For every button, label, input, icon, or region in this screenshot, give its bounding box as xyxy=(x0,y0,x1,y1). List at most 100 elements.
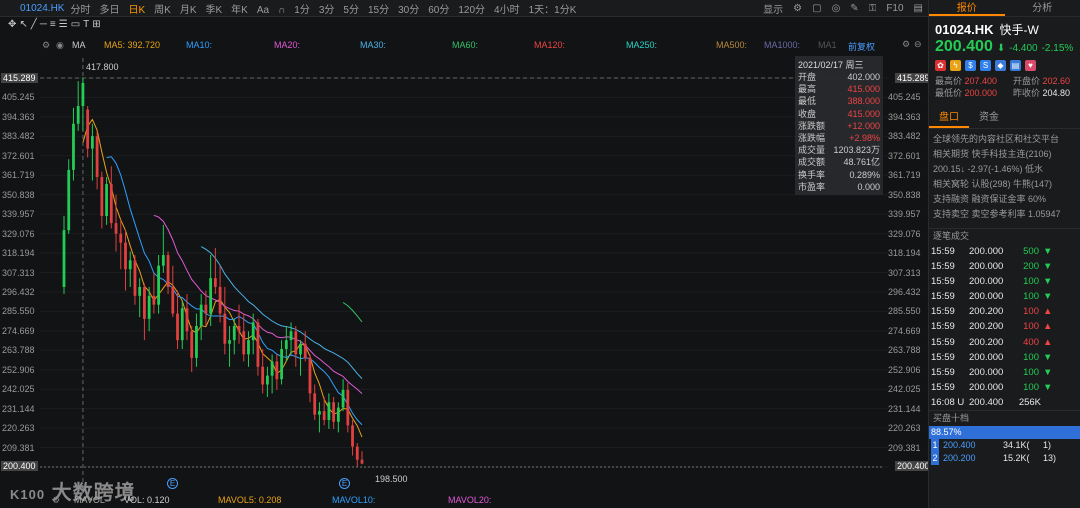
candle-body[interactable] xyxy=(232,325,236,341)
display-menu[interactable]: 显示 xyxy=(763,5,784,16)
tab-analysis[interactable]: 分析 xyxy=(1032,3,1053,14)
bid-row[interactable]: 1 200.400 34.1K(1) xyxy=(931,439,1080,453)
period-tab[interactable]: 多日 xyxy=(99,4,120,16)
candle-body[interactable] xyxy=(128,260,132,270)
candle-body[interactable] xyxy=(261,366,265,385)
bid-row[interactable]: 2 200.200 15.2K(13) xyxy=(931,452,1080,466)
gear-icon[interactable]: ⚙ xyxy=(902,39,911,49)
period-tab[interactable]: 周K xyxy=(154,4,171,16)
candle-body[interactable] xyxy=(157,265,161,305)
candle-body[interactable] xyxy=(336,407,340,422)
tag-icon[interactable]: ◆ xyxy=(995,60,1006,71)
dollar-icon[interactable]: $ xyxy=(965,60,976,71)
text-tool-icon[interactable]: T xyxy=(83,18,90,30)
candle-body[interactable] xyxy=(294,331,298,355)
candle-body[interactable] xyxy=(237,325,241,332)
tab-orderbook[interactable]: 盘口 xyxy=(929,105,969,128)
candle-body[interactable] xyxy=(161,255,165,266)
candle-body[interactable] xyxy=(86,109,90,149)
card-icon[interactable]: ▤ xyxy=(1010,60,1021,71)
hk-flag-icon[interactable]: ✿ xyxy=(935,60,946,71)
mavol-label[interactable]: MAVOL xyxy=(74,495,105,505)
candle-body[interactable] xyxy=(95,136,99,177)
candle-body[interactable] xyxy=(265,375,269,385)
period-tab[interactable]: 日K xyxy=(128,4,146,16)
candle-body[interactable] xyxy=(133,260,137,296)
candle-body[interactable] xyxy=(62,230,66,287)
related-warrants[interactable]: 相关窝轮 认股(298) 牛熊(147) xyxy=(933,179,1053,189)
candle-body[interactable] xyxy=(251,322,255,341)
crosshair-icon[interactable]: ✥ xyxy=(8,18,17,30)
candle-body[interactable] xyxy=(303,343,307,358)
candle-body[interactable] xyxy=(218,286,222,314)
channel-icon[interactable]: ≡ xyxy=(49,18,56,30)
tab-quote[interactable]: 报价 xyxy=(929,0,1005,16)
candle-body[interactable] xyxy=(242,331,246,355)
hk-connect-icon[interactable]: S xyxy=(980,60,991,71)
cursor-icon[interactable]: ↖ xyxy=(19,18,28,30)
candle-body[interactable] xyxy=(138,286,142,296)
candle-body[interactable] xyxy=(275,361,279,380)
fib-icon[interactable]: ☰ xyxy=(58,18,68,30)
f10-button[interactable]: F10 xyxy=(886,3,904,14)
symbol-label[interactable]: 01024.HK xyxy=(20,2,65,14)
period-tab[interactable]: 1天：1分K xyxy=(528,4,577,16)
period-tab[interactable]: 120分 xyxy=(458,4,486,16)
earnings-marker[interactable]: E xyxy=(167,478,178,489)
related-futures[interactable]: 相关期货 快手科技主连(2106) xyxy=(933,149,1052,159)
period-tab[interactable]: 1分 xyxy=(294,4,310,16)
candle-body[interactable] xyxy=(360,459,364,464)
candle-body[interactable] xyxy=(152,295,156,305)
candle-body[interactable] xyxy=(124,242,127,270)
candle-body[interactable] xyxy=(204,304,208,314)
candle-body[interactable] xyxy=(313,393,317,415)
candle-body[interactable] xyxy=(72,123,75,170)
shape-icon[interactable]: ▭ xyxy=(70,18,81,30)
candle-body[interactable] xyxy=(171,286,175,314)
settings-icon[interactable]: ⚙ xyxy=(42,40,51,50)
camera-icon[interactable]: ◎ xyxy=(831,3,841,14)
lock-icon[interactable]: ⚿ xyxy=(868,3,877,14)
candle-body[interactable] xyxy=(180,308,184,341)
candle-body[interactable] xyxy=(199,304,203,326)
candlestick-chart[interactable] xyxy=(0,0,928,508)
candle-body[interactable] xyxy=(346,389,350,426)
line-tool-icon[interactable]: ╱ xyxy=(30,18,37,30)
trades-list[interactable]: 15:59 200.000 500 ▼ 15:59 200.000 200 ▼ 15:59 200… xyxy=(929,244,1080,395)
period-tab[interactable]: Aa xyxy=(256,4,270,16)
period-tab[interactable]: 15分 xyxy=(367,4,390,16)
candle-body[interactable] xyxy=(119,233,123,243)
layout-icon[interactable]: ▤ xyxy=(913,3,923,14)
candle-body[interactable] xyxy=(185,308,189,332)
candle-body[interactable] xyxy=(190,331,194,358)
candle-body[interactable] xyxy=(351,425,354,447)
candle-body[interactable] xyxy=(195,325,198,358)
period-tab[interactable]: 4小时 xyxy=(494,4,520,16)
candle-body[interactable] xyxy=(143,286,146,319)
candle-body[interactable] xyxy=(100,176,104,217)
tab-capital[interactable]: 资金 xyxy=(979,112,999,123)
candle-body[interactable] xyxy=(318,411,321,415)
candle-body[interactable] xyxy=(209,278,213,314)
candle-body[interactable] xyxy=(308,357,312,394)
candle-body[interactable] xyxy=(81,82,85,107)
candle-body[interactable] xyxy=(223,313,227,344)
period-tab[interactable]: 3分 xyxy=(318,4,335,16)
period-tab[interactable]: ∩ xyxy=(278,4,286,16)
lightning-icon[interactable]: ϟ xyxy=(950,60,961,71)
candle-body[interactable] xyxy=(355,446,359,460)
candle-body[interactable] xyxy=(280,349,283,380)
gear-icon[interactable]: ⚙ xyxy=(793,3,803,14)
measure-icon[interactable]: ⊞ xyxy=(92,18,101,30)
period-tab[interactable]: 季K xyxy=(205,4,223,16)
heart-icon[interactable]: ♥ xyxy=(1025,60,1036,71)
candle-body[interactable] xyxy=(67,169,71,231)
candle-body[interactable] xyxy=(341,389,345,408)
period-tab[interactable]: 5分 xyxy=(343,4,359,16)
adjust-button[interactable]: 前复权 xyxy=(848,42,876,52)
futures-quote[interactable]: 200.15↓ -2.97(-1.46%) 低水 xyxy=(933,164,1044,174)
settings-icon[interactable]: ⚙ xyxy=(52,495,61,505)
candle-body[interactable] xyxy=(176,313,179,341)
candle-body[interactable] xyxy=(90,136,94,149)
window-icon[interactable]: ▢ xyxy=(812,3,822,14)
